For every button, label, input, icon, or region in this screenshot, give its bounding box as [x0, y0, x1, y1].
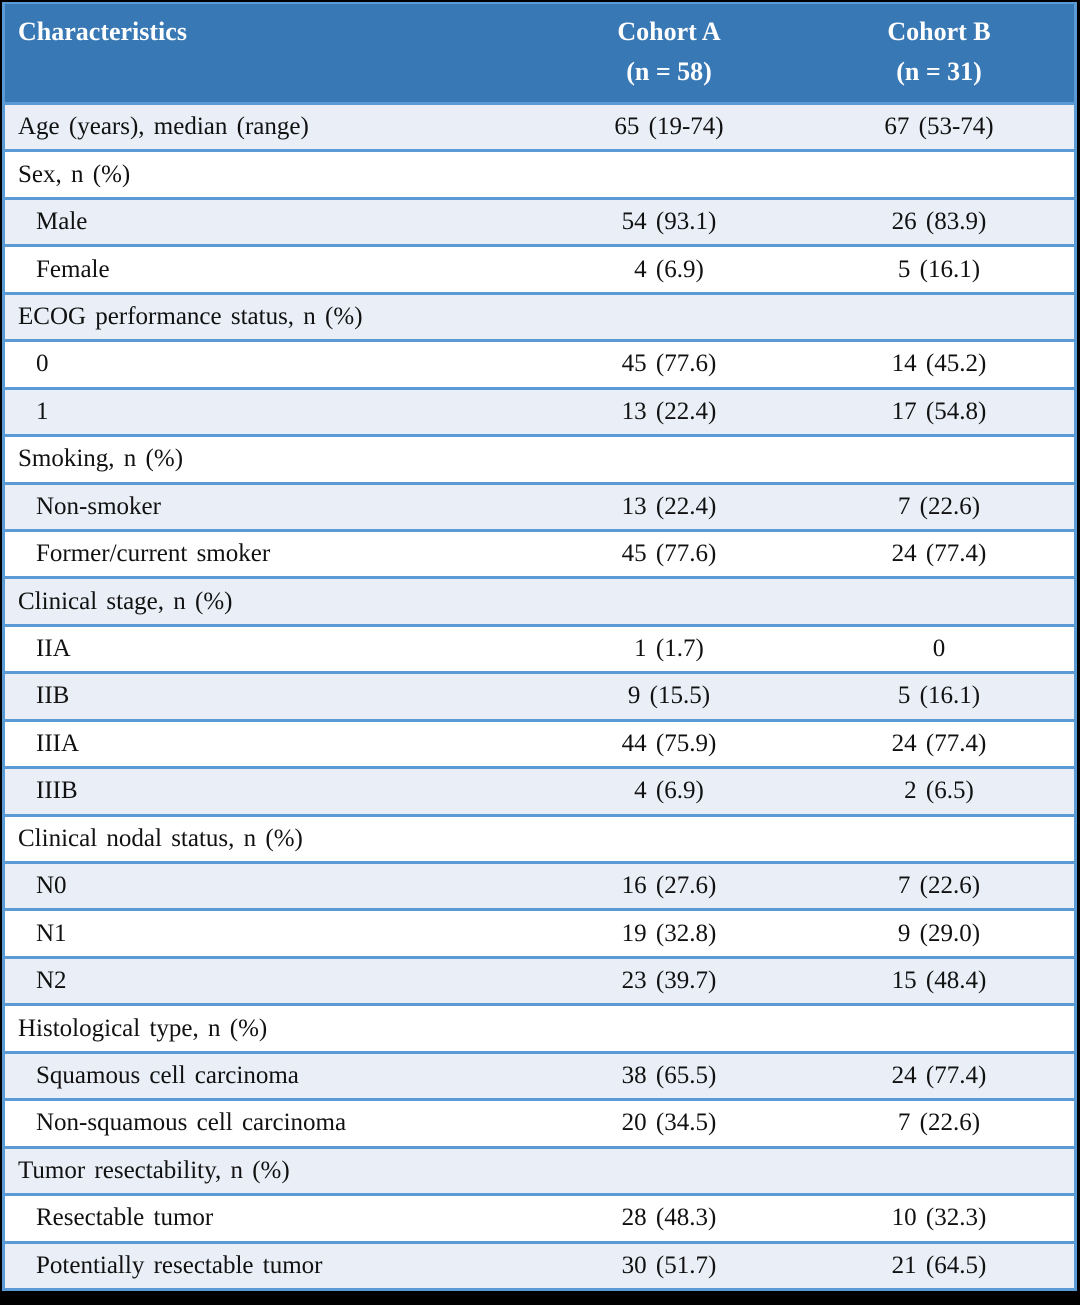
cohort-a-value: 45 (77.6) — [621, 350, 717, 378]
row-label: ECOG performance status, n (%) — [18, 302, 363, 330]
cohort-b-value: 17 (54.8) — [891, 397, 987, 425]
table-row: N0 16 (27.6) 7 (22.6) — [5, 864, 1074, 912]
cohort-b-value: 5 (16.1) — [897, 255, 981, 283]
table-header-row: Characteristics Cohort A (n = 58) Cohort… — [5, 4, 1074, 105]
row-label: 1 — [36, 397, 49, 425]
header-cohort-a-n: (n = 58) — [626, 57, 712, 86]
table-row: Histological type, n (%) — [5, 1006, 1074, 1054]
table-row: Resectable tumor 28 (48.3) 10 (32.3) — [5, 1196, 1074, 1244]
table-row: Age (years), median (range) 65 (19-74) 67 … — [5, 105, 1074, 153]
table-row: 0 45 (77.6) 14 (45.2) — [5, 342, 1074, 390]
cohort-a-value: 38 (65.5) — [621, 1061, 717, 1089]
table-row: Smoking, n (%) — [5, 437, 1074, 485]
table-row: Non-squamous cell carcinoma 20 (34.5) 7 (2… — [5, 1101, 1074, 1149]
cohort-b-value: 24 (77.4) — [891, 1061, 987, 1089]
table-row: Non-smoker 13 (22.4) 7 (22.6) — [5, 484, 1074, 532]
cohort-b-value: 7 (22.6) — [897, 1109, 981, 1137]
row-label: Non-smoker — [36, 492, 161, 520]
table-row: IIB 9 (15.5) 5 (16.1) — [5, 674, 1074, 722]
cohort-a-value: 9 (15.5) — [627, 682, 711, 710]
cohort-b-value: 24 (77.4) — [891, 729, 987, 757]
cohort-b-value: 5 (16.1) — [897, 682, 981, 710]
table-row: 1 13 (22.4) 17 (54.8) — [5, 389, 1074, 438]
cohort-b-value: 21 (64.5) — [891, 1251, 987, 1279]
table-row: Sex, n (%) — [5, 152, 1074, 200]
row-label: Resectable tumor — [36, 1204, 214, 1232]
cohort-b-value: 10 (32.3) — [891, 1204, 987, 1232]
cohort-a-value: 16 (27.6) — [621, 872, 717, 900]
cohort-b-value: 9 (29.0) — [897, 919, 981, 947]
cohort-a-value: 45 (77.6) — [621, 540, 717, 568]
header-cohort-b: Cohort B (n = 31) — [804, 4, 1074, 102]
row-label: Male — [36, 208, 88, 236]
table-row: N1 19 (32.8) 9 (29.0) — [5, 911, 1074, 959]
cohort-a-value: 13 (22.4) — [621, 397, 717, 425]
table-row: IIA 1 (1.7) 0 — [5, 626, 1074, 675]
row-label: Non-squamous cell carcinoma — [36, 1109, 347, 1137]
table-row: IIIA 44 (75.9) 24 (77.4) — [5, 721, 1074, 770]
row-label: Age (years), median (range) — [18, 113, 309, 141]
row-label: Potentially resectable tumor — [36, 1251, 323, 1279]
row-label: Histological type, n (%) — [18, 1014, 268, 1042]
cohort-a-value: 4 (6.9) — [634, 255, 704, 283]
row-label: IIA — [36, 635, 71, 663]
cohort-a-value: 30 (51.7) — [621, 1251, 717, 1279]
table-row: Male 54 (93.1) 26 (83.9) — [5, 199, 1074, 248]
header-cohort-a: Cohort A (n = 58) — [534, 4, 804, 102]
table-row: Tumor resectability, n (%) — [5, 1148, 1074, 1197]
row-label: Sex, n (%) — [18, 160, 131, 188]
table-row: Clinical stage, n (%) — [5, 579, 1074, 627]
row-label: Former/current smoker — [36, 540, 271, 568]
cohort-b-value: 67 (53-74) — [884, 113, 994, 141]
cohort-a-value: 20 (34.5) — [621, 1109, 717, 1137]
cohort-b-value: 24 (77.4) — [891, 540, 987, 568]
cohort-a-value: 28 (48.3) — [621, 1204, 717, 1232]
table-row: IIIB 4 (6.9) 2 (6.5) — [5, 769, 1074, 817]
table-row: ECOG performance status, n (%) — [5, 294, 1074, 343]
cohort-a-value: 65 (19-74) — [614, 113, 724, 141]
cohort-a-value: 19 (32.8) — [621, 919, 717, 947]
header-cohort-b-n: (n = 31) — [896, 57, 982, 86]
cohort-a-value: 1 (1.7) — [634, 635, 704, 663]
table-row: Squamous cell carcinoma 38 (65.5) 24 (77.4… — [5, 1053, 1074, 1102]
row-label: Squamous cell carcinoma — [36, 1061, 299, 1089]
cohort-a-value: 44 (75.9) — [621, 729, 717, 757]
table-row: Female 4 (6.9) 5 (16.1) — [5, 247, 1074, 295]
table-row: Former/current smoker 45 (77.6) 24 (77.4) — [5, 531, 1074, 580]
cohort-b-value: 7 (22.6) — [897, 492, 981, 520]
header-cohort-b-name: Cohort B — [887, 17, 991, 46]
cohort-a-value: 23 (39.7) — [621, 967, 717, 995]
table-row: Clinical nodal status, n (%) — [5, 816, 1074, 864]
cohort-a-value: 4 (6.9) — [634, 777, 704, 805]
row-label: IIIB — [36, 777, 78, 805]
row-label: Clinical nodal status, n (%) — [18, 824, 303, 852]
cohort-b-value: 26 (83.9) — [891, 208, 987, 236]
row-label: IIIA — [36, 729, 80, 757]
header-characteristics: Characteristics — [18, 17, 187, 46]
table-row: N2 23 (39.7) 15 (48.4) — [5, 958, 1074, 1007]
table-row: Potentially resectable tumor 30 (51.7) 21 … — [5, 1243, 1074, 1291]
header-cohort-a-name: Cohort A — [617, 17, 721, 46]
row-label: IIB — [36, 682, 70, 710]
cohort-b-value: 0 — [932, 635, 946, 663]
cohort-b-value: 2 (6.5) — [904, 777, 974, 805]
cohort-b-value: 15 (48.4) — [891, 967, 987, 995]
table-body: Age (years), median (range) 65 (19-74) 67 … — [5, 105, 1074, 1291]
row-label: Clinical stage, n (%) — [18, 587, 233, 615]
row-label: N2 — [36, 967, 67, 995]
cohort-a-value: 54 (93.1) — [621, 208, 717, 236]
cohort-b-value: 7 (22.6) — [897, 872, 981, 900]
cohort-a-value: 13 (22.4) — [621, 492, 717, 520]
row-label: N0 — [36, 872, 67, 900]
row-label: 0 — [36, 350, 49, 378]
row-label: Female — [36, 255, 110, 283]
row-label: Smoking, n (%) — [18, 445, 184, 473]
row-label: Tumor resectability, n (%) — [18, 1156, 290, 1184]
row-label: N1 — [36, 919, 67, 947]
cohort-b-value: 14 (45.2) — [891, 350, 987, 378]
